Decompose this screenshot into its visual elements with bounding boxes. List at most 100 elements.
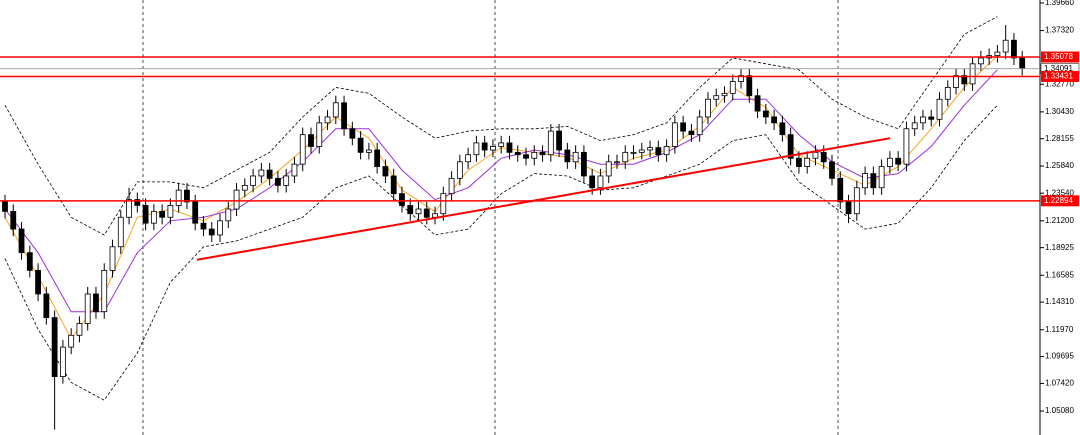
indicator-line [4, 104, 998, 401]
candle-body [175, 189, 182, 206]
candle-body [688, 130, 695, 136]
candle-body [771, 116, 778, 124]
candle-body [680, 122, 687, 132]
candle-body [1002, 39, 1009, 53]
candle-body [572, 151, 579, 163]
candle-body [341, 102, 347, 130]
y-tick-label: 1.05080 [1045, 406, 1074, 415]
candle-body [308, 134, 314, 147]
candle-body [523, 154, 529, 159]
candle-body [796, 157, 802, 167]
candle-body [696, 116, 703, 136]
candle-body [994, 51, 1001, 56]
y-tick-label: 1.39660 [1045, 0, 1074, 7]
candle-body [159, 210, 166, 218]
candle-body [68, 334, 75, 348]
candle-body [35, 269, 41, 295]
candle-body [374, 149, 381, 167]
candle-body [878, 166, 885, 189]
candle-body [779, 122, 786, 136]
candle-body [415, 208, 422, 215]
candle-body [43, 293, 50, 318]
candle-body [275, 177, 281, 186]
indicator-line [4, 16, 998, 236]
candle-body [390, 175, 397, 195]
candle-body [539, 151, 546, 156]
y-tick-label: 1.37320 [1045, 26, 1074, 35]
candle-body [630, 151, 637, 154]
candle-body [2, 201, 8, 212]
candle-body [283, 175, 290, 186]
candle-body [291, 163, 298, 177]
candle-body [762, 110, 769, 118]
candle-body [324, 116, 331, 124]
candle-body [448, 177, 455, 195]
candle-body [26, 252, 33, 271]
y-tick-label: 1.28155 [1045, 134, 1074, 143]
y-tick-label: 1.16585 [1045, 270, 1074, 279]
candle-body [18, 228, 25, 254]
candle-body [349, 128, 356, 139]
candle-body [142, 205, 149, 224]
candle-body [953, 75, 959, 88]
candle-body [829, 161, 835, 179]
candle-body [812, 151, 819, 159]
candle-body [250, 175, 257, 186]
candle-body [117, 216, 124, 248]
candle-body [316, 122, 323, 147]
y-tick-label: 1.14310 [1045, 297, 1074, 306]
candle-body [564, 149, 571, 163]
candle-body [233, 189, 240, 210]
y-tick-label: 1.07420 [1045, 379, 1074, 388]
y-tick-label: 1.25840 [1045, 161, 1074, 170]
y-tick-label: 1.11970 [1045, 325, 1074, 334]
candle-body [804, 157, 811, 167]
candle-body [920, 116, 926, 124]
candle-body [969, 63, 976, 85]
candle-body [820, 151, 827, 163]
candle-body [456, 161, 463, 179]
candle-body [225, 208, 232, 222]
price-label: 1.34091 [1044, 64, 1073, 73]
candle-body [870, 173, 877, 189]
y-tick-label: 1.30430 [1045, 107, 1074, 116]
candle-body [217, 220, 223, 236]
candle-body [192, 201, 199, 224]
candle-body [150, 210, 157, 224]
y-tick-label: 1.21200 [1045, 216, 1074, 225]
candle-body [614, 161, 620, 164]
candle-body [423, 208, 430, 218]
level-label-box [1041, 70, 1079, 82]
candle-body [787, 134, 794, 159]
candle-body [407, 205, 414, 215]
candle-body [581, 151, 587, 177]
candle-body [109, 246, 116, 271]
candle-body [357, 137, 364, 153]
candle-body [481, 142, 488, 151]
candle-body [126, 199, 132, 218]
y-tick-label: 1.09695 [1045, 352, 1074, 361]
candle-body [51, 317, 58, 377]
candle-body [911, 122, 918, 130]
candle-body [886, 157, 893, 167]
candle-body [184, 189, 190, 203]
candle-body [1011, 39, 1017, 59]
trend-line [196, 137, 891, 261]
candle-body [1019, 57, 1026, 69]
level-label: 1.35078 [1044, 52, 1073, 61]
candle-body [589, 175, 596, 189]
candle-body [506, 142, 513, 153]
level-label-box [1041, 51, 1079, 63]
candle-body [903, 128, 910, 165]
candle-body [531, 151, 538, 159]
candle-body [440, 193, 447, 215]
candle-body [10, 210, 17, 230]
candle-body [498, 142, 505, 147]
candle-body [944, 87, 951, 100]
y-tick-label: 1.23540 [1045, 188, 1074, 197]
candle-body [76, 323, 83, 336]
candle-body [266, 169, 273, 179]
candle-body [101, 269, 108, 313]
